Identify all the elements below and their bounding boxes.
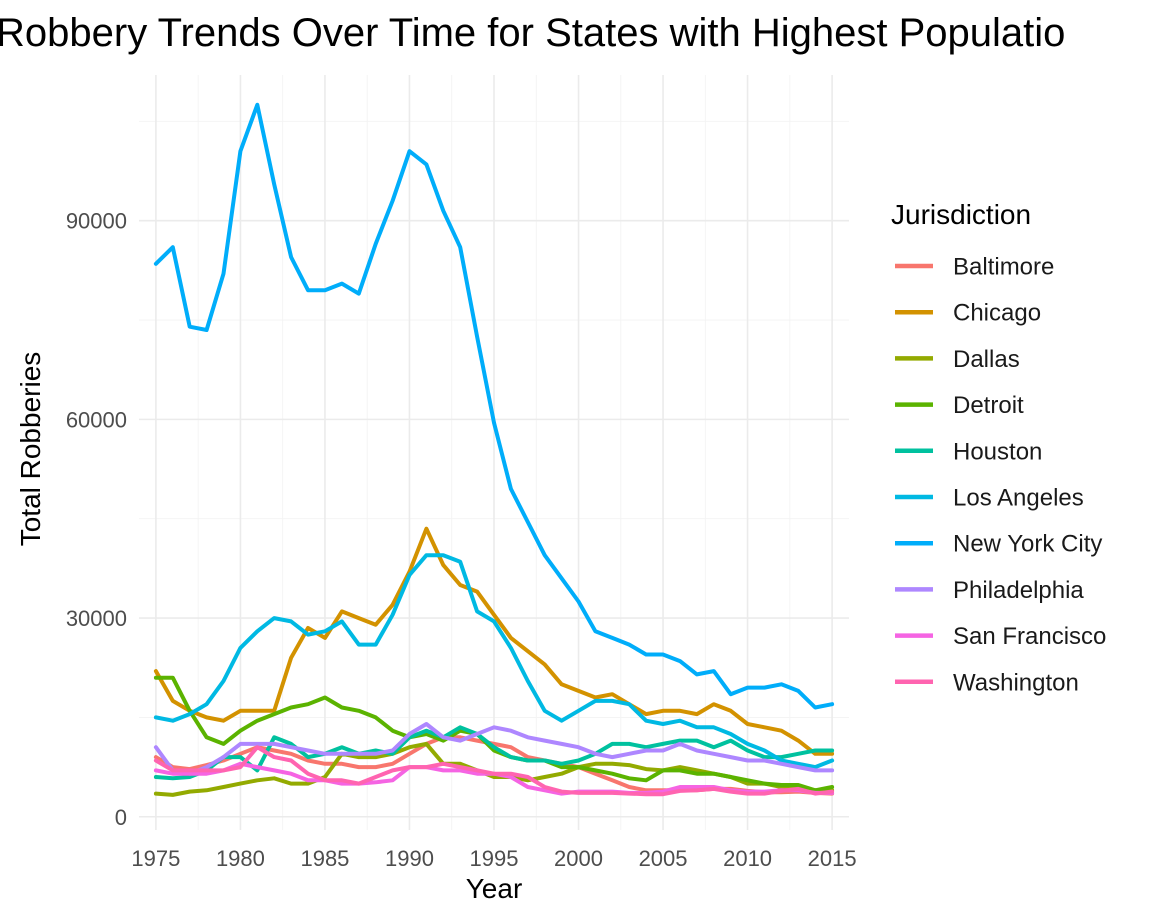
x-tick-label: 1975	[131, 846, 180, 871]
x-tick-label: 2015	[808, 846, 857, 871]
legend-label-new-york-city: New York City	[953, 531, 1102, 558]
series-lines	[153, 102, 835, 797]
series-line-los-angeles	[153, 553, 835, 770]
x-axis-tick-labels: 1975 1980 1985 1990 1995 2000 2005 2010 2015	[131, 846, 856, 871]
legend-label-houston: Houston	[953, 438, 1042, 465]
legend-label-philadelphia: Philadelphia	[953, 577, 1084, 604]
y-tick-label: 30000	[66, 606, 127, 631]
legend-label-san-francisco: San Francisco	[953, 623, 1106, 650]
legend-label-detroit: Detroit	[953, 392, 1024, 419]
x-tick-label: 1980	[216, 846, 265, 871]
y-tick-label: 90000	[66, 209, 127, 234]
legend-title: Jurisdiction	[891, 199, 1031, 230]
y-axis-tick-labels: 0 30000 60000 90000	[66, 209, 127, 830]
legend-label-los-angeles: Los Angeles	[953, 485, 1084, 512]
series-line-detroit	[153, 675, 835, 793]
x-tick-label: 2005	[639, 846, 688, 871]
y-axis-title: Total Robberies	[15, 352, 46, 547]
x-tick-label: 1985	[300, 846, 349, 871]
x-axis-title: Year	[466, 873, 523, 904]
x-tick-label: 1995	[470, 846, 519, 871]
series-line-philadelphia	[153, 722, 835, 776]
legend-label-dallas: Dallas	[953, 346, 1020, 373]
y-tick-label: 60000	[66, 407, 127, 432]
y-tick-label: 0	[115, 805, 127, 830]
series-line-washington	[153, 745, 835, 797]
series-line-houston	[153, 725, 835, 781]
series-line-new-york-city	[153, 102, 835, 710]
gridlines	[139, 75, 849, 830]
chart-title: Robbery Trends Over Time for States with…	[0, 11, 1065, 55]
legend: Baltimore Chicago Dallas Detroit Houston Los …	[895, 254, 1106, 696]
legend-label-baltimore: Baltimore	[953, 254, 1054, 281]
x-tick-label: 1990	[385, 846, 434, 871]
series-line-chicago	[153, 526, 835, 756]
x-tick-label: 2010	[723, 846, 772, 871]
x-tick-label: 2000	[554, 846, 603, 871]
legend-label-washington: Washington	[953, 669, 1079, 696]
legend-label-chicago: Chicago	[953, 300, 1041, 327]
